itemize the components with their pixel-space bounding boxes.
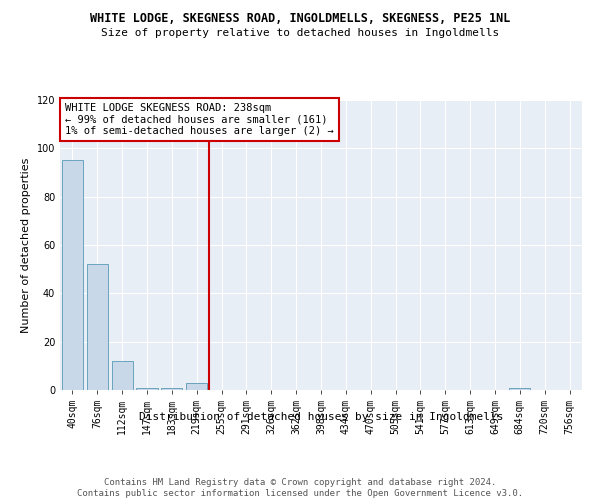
Text: WHITE LODGE SKEGNESS ROAD: 238sqm
← 99% of detached houses are smaller (161)
1% : WHITE LODGE SKEGNESS ROAD: 238sqm ← 99% … (65, 103, 334, 136)
Bar (186, 383, 207, 390)
Bar (62, 160, 83, 390)
Bar (509, 388, 530, 390)
Y-axis label: Number of detached properties: Number of detached properties (21, 158, 31, 332)
Text: WHITE LODGE, SKEGNESS ROAD, INGOLDMELLS, SKEGNESS, PE25 1NL: WHITE LODGE, SKEGNESS ROAD, INGOLDMELLS,… (90, 12, 510, 26)
Bar (136, 388, 158, 390)
Bar (112, 361, 133, 390)
Text: Size of property relative to detached houses in Ingoldmells: Size of property relative to detached ho… (101, 28, 499, 38)
Text: Contains HM Land Registry data © Crown copyright and database right 2024.
Contai: Contains HM Land Registry data © Crown c… (77, 478, 523, 498)
Text: Distribution of detached houses by size in Ingoldmells: Distribution of detached houses by size … (139, 412, 503, 422)
Bar (87, 264, 108, 390)
Bar (161, 388, 182, 390)
